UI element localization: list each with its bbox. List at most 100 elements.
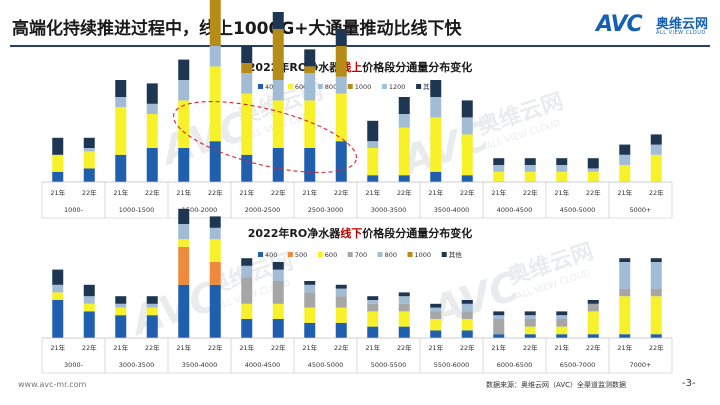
bar-segment [335, 296, 347, 308]
bar-segment [115, 303, 127, 308]
bar-segment [335, 76, 347, 94]
bar-segment [587, 171, 599, 182]
group-tick-label: 1500-2000 [182, 206, 217, 214]
group-tick-label: 3000-3500 [371, 206, 406, 214]
bar-segment [556, 171, 568, 182]
bar-segment [398, 292, 410, 297]
legend-label: 800 [325, 83, 337, 91]
chart-2: 2022年RO净水器线下价格段分通量分布变化 400 500 600 700 800 100… [41, 208, 673, 374]
bar-segment [367, 141, 379, 148]
bar-segment [556, 319, 568, 327]
legend-label: 400 [265, 251, 277, 259]
bar-segment [83, 311, 95, 338]
bar-segment [619, 258, 631, 262]
legend-label: 1200 [389, 83, 406, 91]
bar-segment [146, 315, 158, 338]
bar-segment [367, 303, 379, 312]
bar-segment [335, 307, 347, 323]
bar-segment [398, 175, 410, 182]
bar-segment [241, 319, 253, 338]
page-number: -3- [682, 378, 696, 389]
bar-segment [272, 281, 284, 304]
bar-segment [619, 154, 631, 165]
bar-segment [83, 303, 95, 312]
chart-title-part: 2022年RO净水器 [248, 226, 341, 240]
year-tick-label: 21年 [50, 188, 65, 197]
page-title: 高端化持续推进过程中，线上1000G+大通量推动比线下快 [12, 19, 462, 39]
bar-segment [241, 93, 253, 155]
year-tick-label: 21年 [428, 188, 443, 197]
bar-segment [335, 141, 347, 182]
bar-segment [83, 296, 95, 304]
group-tick-label: 3500-4000 [182, 361, 217, 369]
group-tick-label: 5500-6000 [434, 361, 469, 369]
bar-segment [304, 307, 316, 323]
bar-segment [209, 141, 221, 182]
bar-segment [52, 171, 64, 182]
bar-segment [430, 330, 442, 338]
bar-segment [619, 296, 631, 335]
bar-segment [241, 154, 253, 182]
bar-segment [178, 284, 190, 338]
year-tick-label: 21年 [617, 188, 632, 197]
bar-segment [335, 288, 347, 297]
bar-segment [650, 334, 662, 338]
legend-swatch [287, 84, 293, 89]
bar-segment [556, 315, 568, 319]
logo-en-text: ALL VIEW CLOUD [656, 30, 706, 36]
group-tick-label: 3000- [64, 361, 84, 369]
group-tick-label: 5000+ [630, 206, 652, 214]
bar-segment [115, 307, 127, 316]
year-tick-label: 22年 [649, 188, 664, 197]
bar-segment [304, 49, 316, 67]
footer-source: 数据来源：奥维云网（AVC）全渠道监测数据 [486, 381, 627, 389]
year-tick-label: 22年 [586, 188, 601, 197]
bar-segment [587, 158, 599, 169]
bar-segment [209, 227, 221, 240]
year-tick-label: 21年 [428, 343, 443, 352]
year-tick-label: 21年 [113, 343, 128, 352]
bar-segment [524, 326, 536, 335]
year-tick-label: 22年 [208, 188, 223, 197]
bar-segment [524, 334, 536, 338]
bar-segment [556, 326, 568, 335]
group-tick-label: 2000-2500 [245, 206, 280, 214]
bar-segment [556, 158, 568, 165]
year-tick-label: 22年 [460, 188, 475, 197]
bar-segment [461, 117, 473, 135]
bar-segment [461, 303, 473, 312]
year-tick-label: 22年 [145, 188, 160, 197]
bar-segment [493, 334, 505, 338]
legend-swatch [381, 84, 387, 89]
year-tick-label: 22年 [334, 343, 349, 352]
bar-segment [178, 224, 190, 240]
bar-segment [83, 148, 95, 152]
bar-segment [524, 311, 536, 316]
bar-segment [52, 137, 64, 155]
year-tick-label: 22年 [586, 343, 601, 352]
bar-segment [556, 165, 568, 172]
bar-segment [209, 262, 221, 285]
bar-segment [209, 66, 221, 142]
year-tick-label: 22年 [145, 343, 160, 352]
year-tick-label: 22年 [523, 188, 538, 197]
bar-segment [587, 334, 599, 338]
bar-segment [304, 66, 316, 74]
chart-legend: 400 600 800 1000 1200 其他 [258, 82, 437, 91]
chart-title-part: 2022年RO净水器 [248, 60, 341, 74]
bar-segment [115, 107, 127, 155]
bar-segment [367, 120, 379, 142]
bar-segment [524, 158, 536, 165]
bar-segment [241, 277, 253, 304]
legend-label: 700 [355, 251, 367, 259]
bar-segment [367, 311, 379, 327]
legend-label: 其他 [423, 82, 437, 91]
legend-swatch [317, 84, 323, 89]
bar-segment [493, 171, 505, 182]
bar-segment [304, 148, 316, 182]
bar-segment [241, 63, 253, 74]
bar-segment [272, 100, 284, 148]
legend-swatch [377, 252, 383, 257]
